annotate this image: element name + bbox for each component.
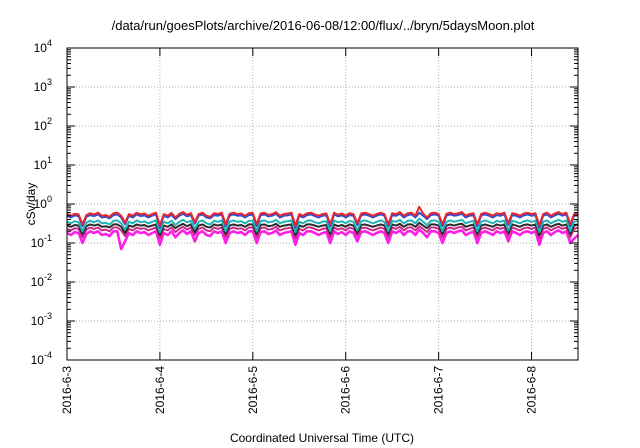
x-tick-label: 2016-6-7 — [432, 366, 446, 414]
y-tick-label: 101 — [34, 155, 52, 172]
y-tick-base: 10 — [31, 353, 45, 367]
y-tick-label: 100 — [34, 194, 52, 211]
y-axis-label: cSv/day — [24, 183, 38, 226]
x-tick-label: 2016-6-6 — [339, 366, 353, 414]
y-tick-label: 104 — [34, 38, 52, 55]
y-tick-base: 10 — [31, 236, 45, 250]
y-tick-label: 10-2 — [31, 272, 52, 289]
y-tick-exponent: 0 — [47, 194, 52, 204]
grid-lines — [67, 48, 578, 360]
y-tick-exponent: -1 — [44, 233, 52, 243]
y-tick-exponent: 2 — [47, 116, 52, 126]
y-tick-exponent: 3 — [47, 77, 52, 87]
series-line-5 — [66, 225, 579, 240]
y-tick-label: 10-3 — [31, 311, 52, 328]
x-tick-label: 2016-6-5 — [246, 366, 260, 414]
series-line-1 — [66, 205, 579, 227]
x-tick-label: 2016-6-8 — [525, 366, 539, 414]
y-tick-base: 10 — [34, 158, 48, 172]
series-line-3 — [66, 217, 579, 234]
y-tick-label: 103 — [34, 77, 52, 94]
y-tick-exponent: 1 — [47, 155, 52, 165]
x-axis-ticks: 2016-6-3 2016-6-4 2016-6-5 2016-6-6 2016-6-7… — [60, 48, 539, 414]
y-tick-exponent: -4 — [44, 350, 52, 360]
y-tick-base: 10 — [34, 41, 48, 55]
y-tick-label: 102 — [34, 116, 52, 133]
y-tick-base: 10 — [34, 197, 48, 211]
series-line-4 — [66, 221, 579, 236]
series-line-2 — [66, 211, 579, 229]
y-tick-base: 10 — [34, 80, 48, 94]
y-tick-exponent: -3 — [44, 311, 52, 321]
series-lines — [66, 205, 579, 251]
chart-title: /data/run/goesPlots/archive/2016-06-08/1… — [112, 18, 535, 33]
y-tick-exponent: -2 — [44, 272, 52, 282]
x-tick-label: 2016-6-3 — [60, 366, 74, 414]
y-tick-exponent: 4 — [47, 38, 52, 48]
y-tick-label: 10-1 — [31, 233, 52, 250]
y-tick-base: 10 — [31, 314, 45, 328]
y-tick-label: 10-4 — [31, 350, 52, 367]
y-tick-base: 10 — [34, 119, 48, 133]
x-tick-label: 2016-6-4 — [153, 366, 167, 414]
series-line-6 — [66, 228, 579, 251]
y-tick-base: 10 — [31, 275, 45, 289]
x-axis-label: Coordinated Universal Time (UTC) — [230, 431, 414, 445]
